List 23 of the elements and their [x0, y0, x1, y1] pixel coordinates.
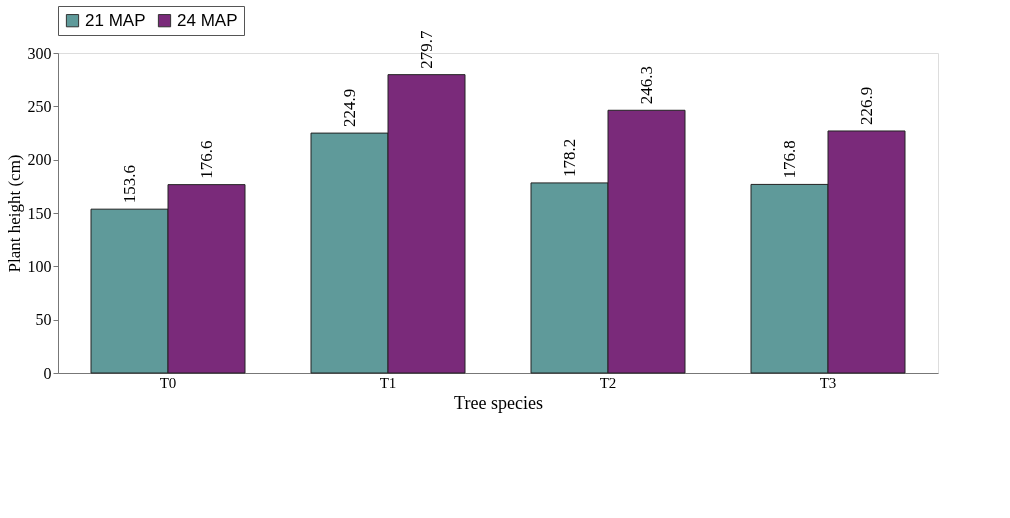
y-tick-label: 50 — [35, 311, 52, 329]
x-tick-label: T0 — [159, 374, 177, 391]
data-label: 153.6 — [119, 164, 139, 204]
x-tick-label: T1 — [379, 374, 397, 391]
x-axis-title: Tree species — [454, 392, 543, 413]
data-label: 176.6 — [196, 140, 216, 179]
data-label: 224.9 — [339, 88, 359, 128]
data-label: 176.8 — [779, 140, 799, 179]
x-tick-label: T3 — [819, 374, 837, 391]
y-tick-label: 100 — [27, 257, 52, 275]
data-label: 178.2 — [559, 138, 579, 177]
data-label: 226.9 — [856, 86, 876, 125]
legend-label: 21 MAP — [85, 10, 146, 30]
y-tick-label: 150 — [27, 204, 52, 222]
y-tick-label: 200 — [27, 151, 52, 169]
y-tick-label: 0 — [43, 364, 52, 382]
x-tick-label: T2 — [599, 374, 617, 391]
data-label: 246.3 — [636, 66, 656, 105]
y-tick-label: 250 — [27, 97, 52, 115]
y-tick-label: 300 — [27, 44, 52, 62]
data-label: 279.7 — [416, 29, 436, 69]
legend-label: 24 MAP — [177, 10, 238, 30]
y-axis-title: Plant height (cm) — [4, 154, 24, 273]
